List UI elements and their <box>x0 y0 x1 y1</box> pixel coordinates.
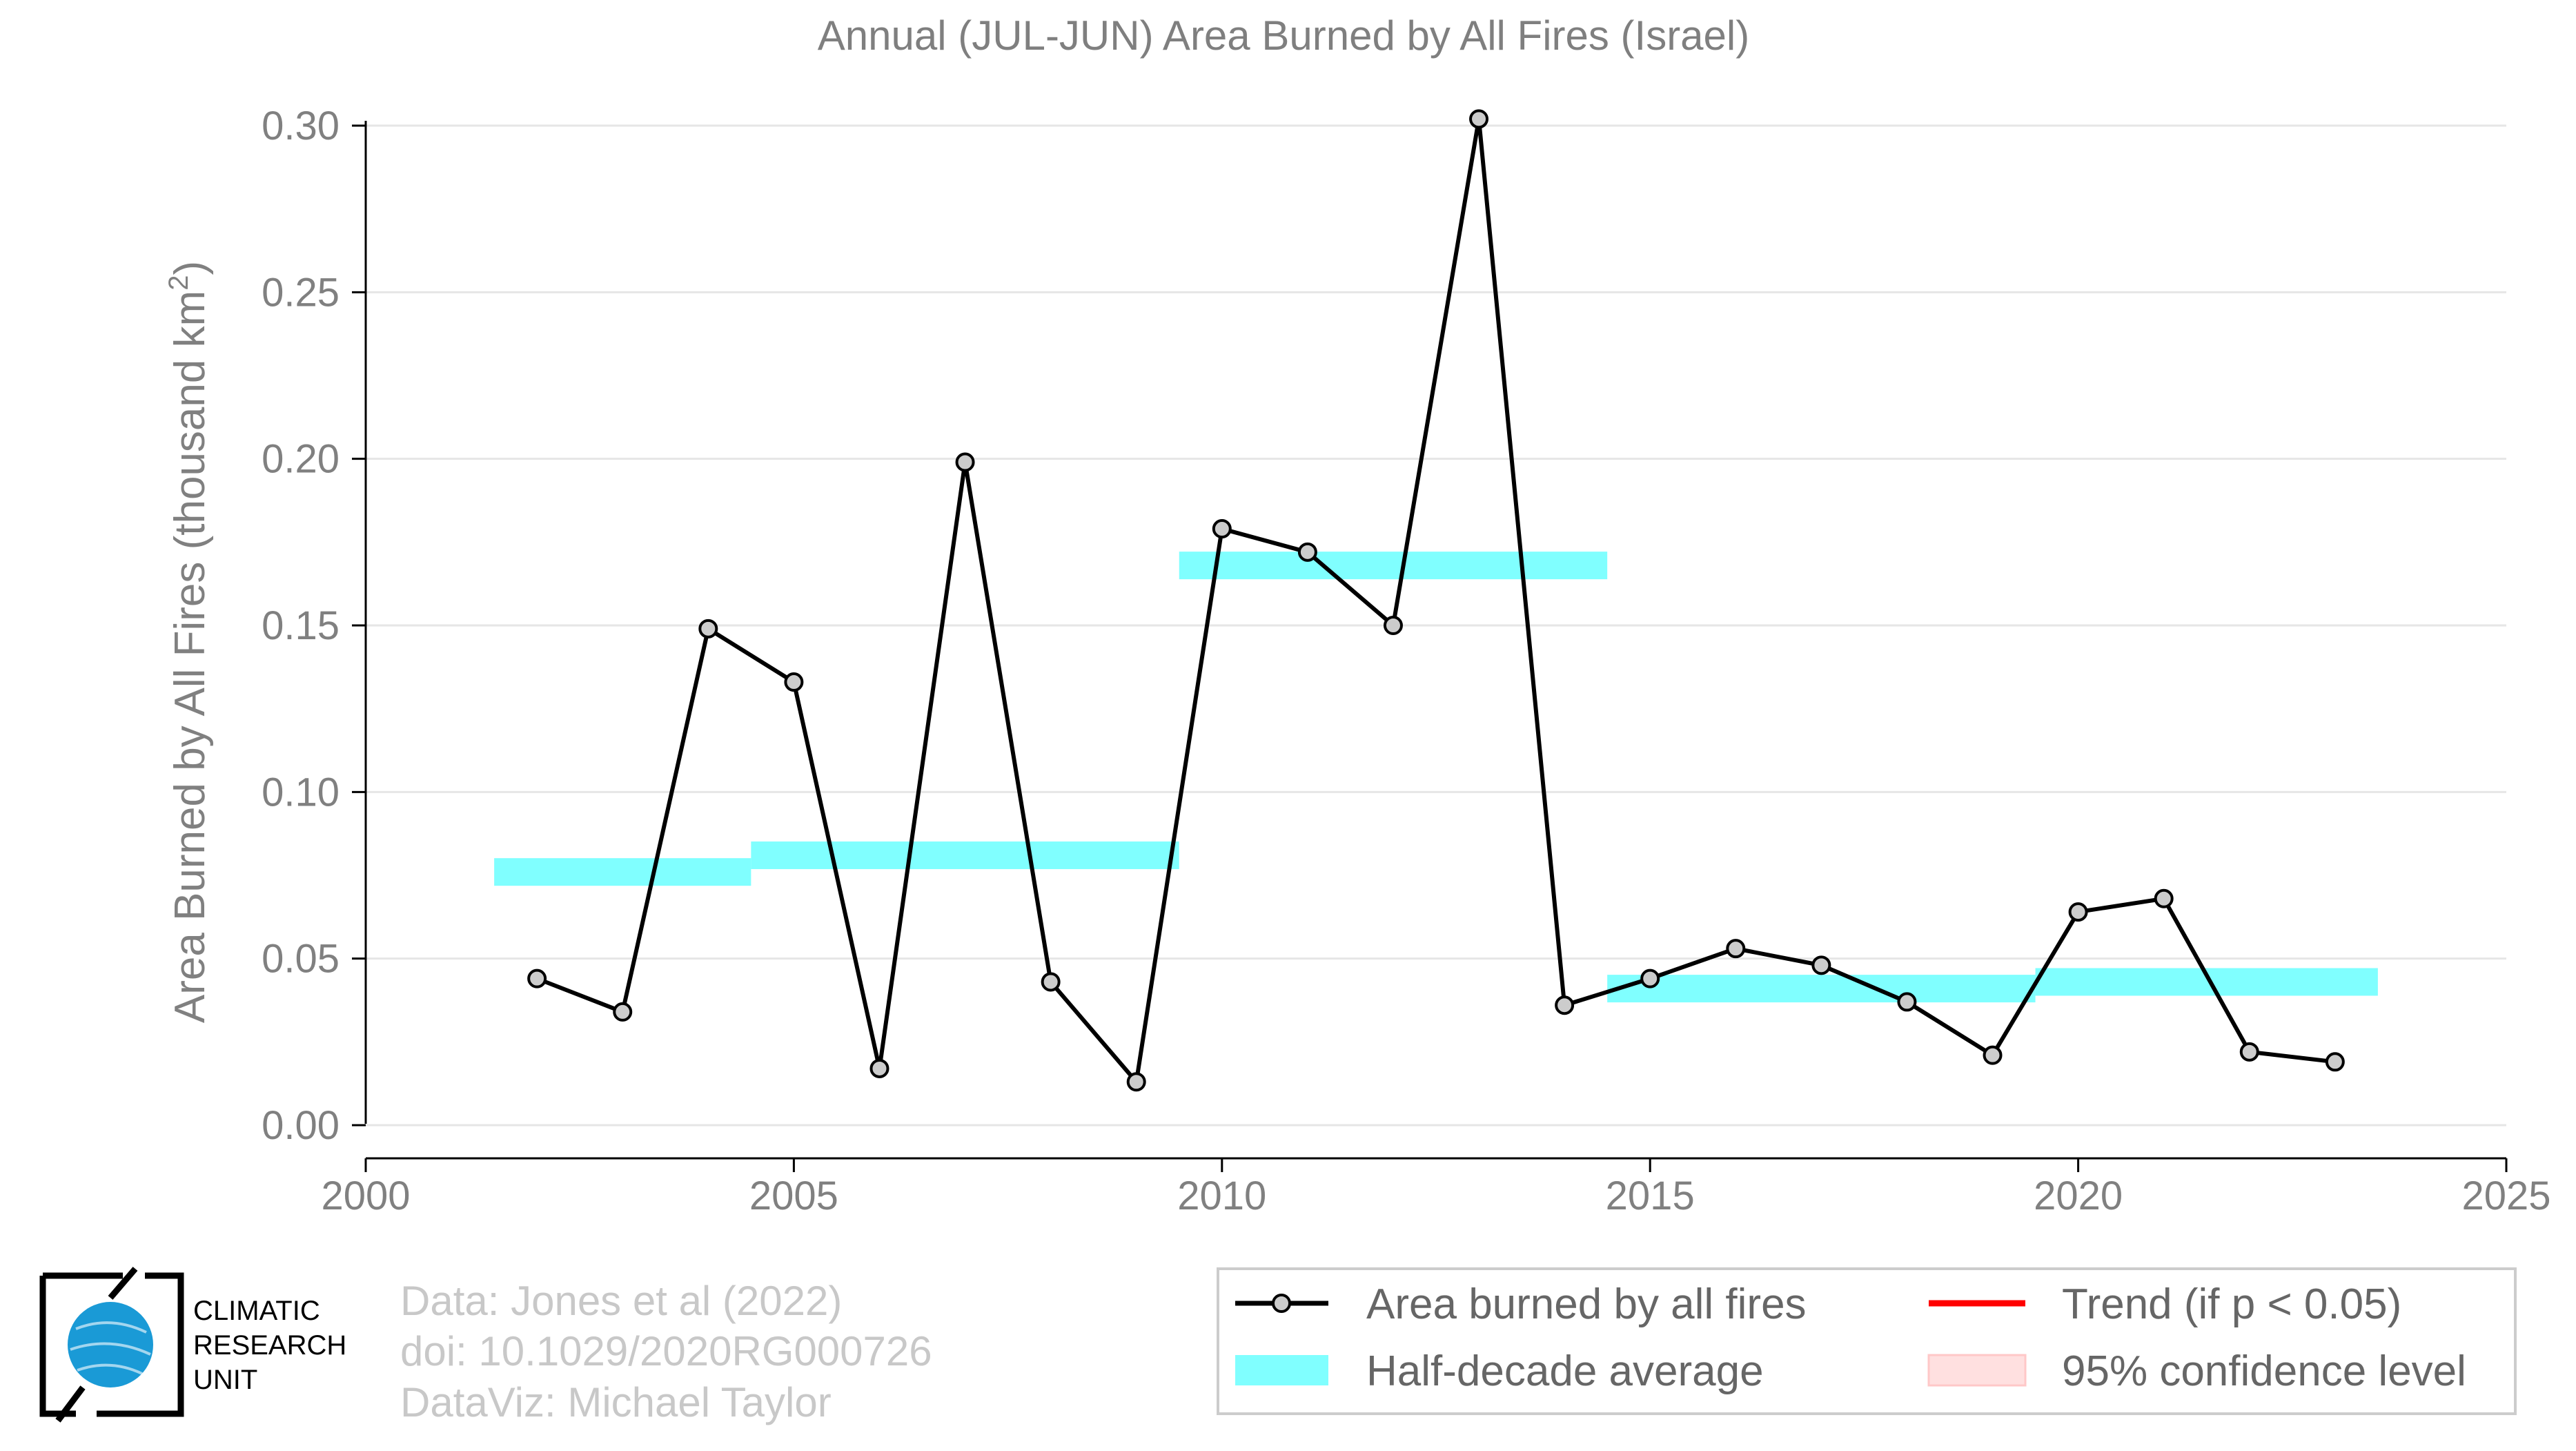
data-point <box>1640 968 1660 989</box>
y-axis-label: Area Burned by All Fires (thousand km2) <box>164 261 214 1023</box>
data-point <box>1555 995 1575 1015</box>
data-point <box>527 968 547 989</box>
axes <box>364 121 2506 1160</box>
logo-text-line2: RESEARCH <box>193 1330 346 1361</box>
cru-logo: CLIMATIC RESEARCH UNIT <box>39 1267 346 1423</box>
data-point <box>2325 1052 2345 1072</box>
logo-text-line3: UNIT <box>193 1365 257 1395</box>
half-decade-average-bars <box>494 552 2378 1003</box>
x-tick-label: 2020 <box>2034 1174 2123 1218</box>
half-decade-average-bar <box>751 841 1179 870</box>
y-tick-label: 0.05 <box>262 937 340 982</box>
legend-label-average: Half-decade average <box>1366 1347 1764 1395</box>
data-point <box>955 452 975 472</box>
data-point <box>1726 939 1746 959</box>
data-point <box>1383 616 1403 635</box>
x-tick-label: 2015 <box>1606 1174 1695 1218</box>
credit-data-source: Data: Jones et al (2022) <box>400 1278 842 1324</box>
legend-label-trend: Trend (if p < 0.05) <box>2062 1280 2401 1328</box>
chart-title: Annual (JUL-JUN) Area Burned by All Fire… <box>818 12 1749 59</box>
half-decade-average-bar <box>494 858 751 886</box>
legend: Area burned by all fires Trend (if p < 0… <box>1217 1267 2517 1415</box>
half-decade-average-bar <box>1179 552 1608 580</box>
y-axis-label-close: ) <box>166 261 214 275</box>
legend-swatch-marker <box>1272 1294 1291 1313</box>
data-point <box>1983 1045 2003 1065</box>
y-tick-label: 0.30 <box>262 104 340 148</box>
x-tick-labels: 2000 2005 2010 2015 2020 2025 <box>321 1158 2551 1218</box>
data-point <box>1811 955 1831 975</box>
data-point <box>2239 1042 2259 1062</box>
data-point <box>869 1058 889 1078</box>
credits: Data: Jones et al (2022) doi: 10.1029/20… <box>400 1278 932 1425</box>
y-tick-label: 0.25 <box>262 270 340 315</box>
series-area-burned <box>527 109 2345 1092</box>
y-tick-label: 0.15 <box>262 603 340 648</box>
x-tick-label: 2000 <box>321 1174 410 1218</box>
y-tick-label: 0.00 <box>262 1103 340 1148</box>
legend-swatch-average <box>1235 1355 1328 1385</box>
half-decade-average-bar <box>1607 975 2036 1003</box>
data-point <box>1212 519 1232 539</box>
legend-label-confidence: 95% confidence level <box>2062 1347 2466 1395</box>
data-point <box>784 672 804 692</box>
credit-dataviz: DataViz: Michael Taylor <box>400 1379 832 1425</box>
data-point <box>698 619 718 639</box>
globe-lines <box>70 1321 151 1375</box>
logo-slash <box>55 1267 138 1423</box>
logo-text-line1: CLIMATIC <box>193 1296 320 1326</box>
x-tick-label: 2025 <box>2461 1174 2550 1218</box>
x-tick-label: 2010 <box>1177 1174 1266 1218</box>
y-axis-label-superscript: 2 <box>164 275 194 291</box>
data-point <box>1126 1072 1146 1092</box>
x-tick-label: 2005 <box>749 1174 838 1218</box>
logo-bracket-right <box>97 1272 184 1417</box>
y-tick-label: 0.10 <box>262 770 340 815</box>
data-point <box>2068 902 2088 922</box>
gridlines <box>352 124 2506 1127</box>
data-point <box>1297 542 1317 562</box>
data-point <box>2154 888 2174 908</box>
series-line <box>536 117 2336 1084</box>
legend-label-series: Area burned by all fires <box>1366 1280 1807 1328</box>
legend-frame <box>1217 1267 2517 1415</box>
y-tick-labels: 0.00 0.05 0.10 0.15 0.20 0.25 0.30 <box>262 104 340 1148</box>
data-point <box>1897 992 1917 1012</box>
y-axis-label-text: Area Burned by All Fires (thousand km <box>166 291 214 1023</box>
legend-swatch-confidence <box>1927 1354 2027 1387</box>
data-point <box>613 1002 633 1022</box>
data-point <box>1041 972 1061 992</box>
y-tick-label: 0.20 <box>262 437 340 482</box>
credit-doi: doi: 10.1029/2020RG000726 <box>400 1328 932 1374</box>
data-point <box>1469 109 1489 129</box>
